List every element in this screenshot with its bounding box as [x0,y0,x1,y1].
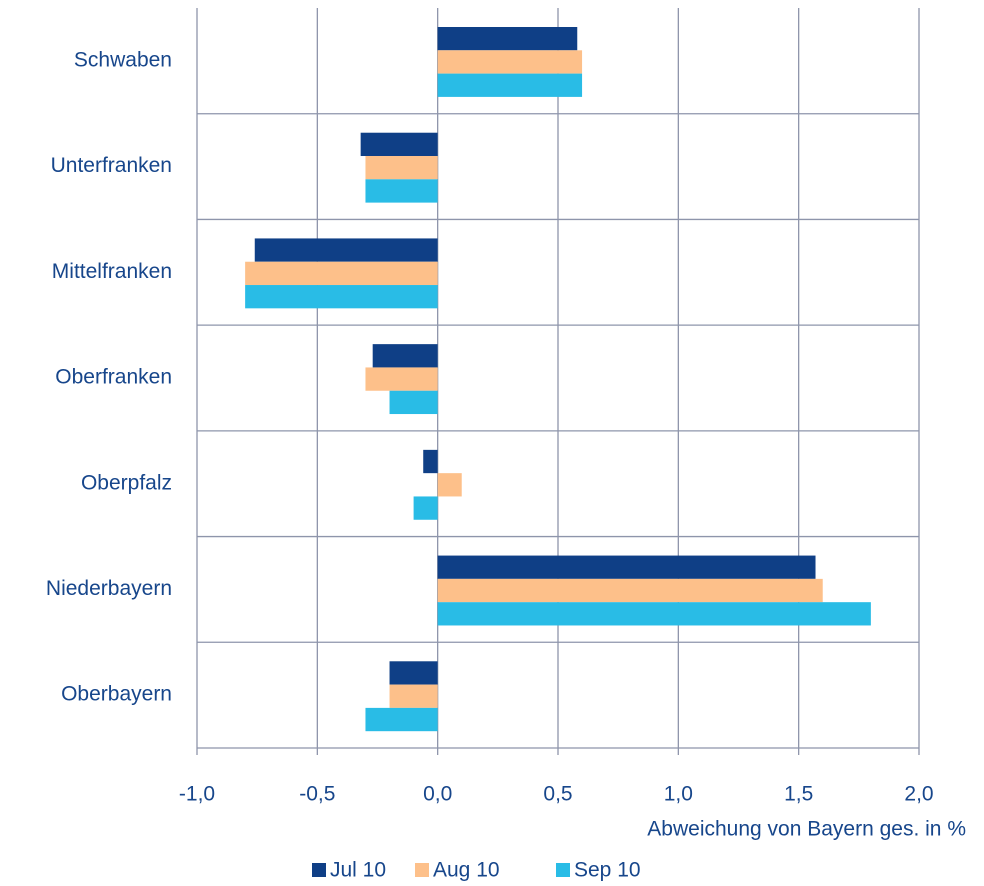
x-tick-label: 1,5 [784,783,813,806]
bar [360,132,438,157]
bar [437,602,871,626]
bar [423,449,438,474]
x-axis-label: Abweichung von Bayern ges. in % [647,818,966,841]
bar [254,238,438,262]
legend-swatch [556,863,570,877]
x-tick-label: 0,5 [543,783,572,806]
bar [365,156,438,180]
y-tick-label: Schwaben [74,48,172,71]
bar [245,285,438,309]
legend-label: Aug 10 [433,859,500,882]
x-tick-label: 2,0 [904,783,933,806]
bar [437,555,816,579]
y-tick-label: Oberpfalz [81,471,172,494]
y-tick-label: Oberfranken [55,366,172,389]
y-tick-label: Unterfranken [51,154,172,177]
bar [437,27,578,51]
bar [365,367,438,391]
y-tick-label: Oberbayern [61,683,172,706]
x-tick-label: 0,0 [423,783,452,806]
bar [365,707,438,732]
legend-swatch [312,863,326,877]
bar [413,496,438,520]
bar [389,390,438,415]
x-tick-label: -0,5 [299,783,335,806]
y-tick-label: Niederbayern [46,577,172,600]
bar [437,50,583,74]
bar [437,578,823,603]
bar [245,261,438,286]
y-tick-label: Mittelfranken [52,260,172,283]
bar [437,473,462,497]
legend-label: Jul 10 [330,859,386,882]
legend-label: Sep 10 [574,859,641,882]
bar [437,73,583,97]
bar [372,344,438,368]
legend-swatch [415,863,429,877]
bar [365,179,438,203]
bar [389,684,438,708]
x-tick-label: 1,0 [664,783,693,806]
x-tick-label: -1,0 [179,783,215,806]
bar [389,661,438,685]
